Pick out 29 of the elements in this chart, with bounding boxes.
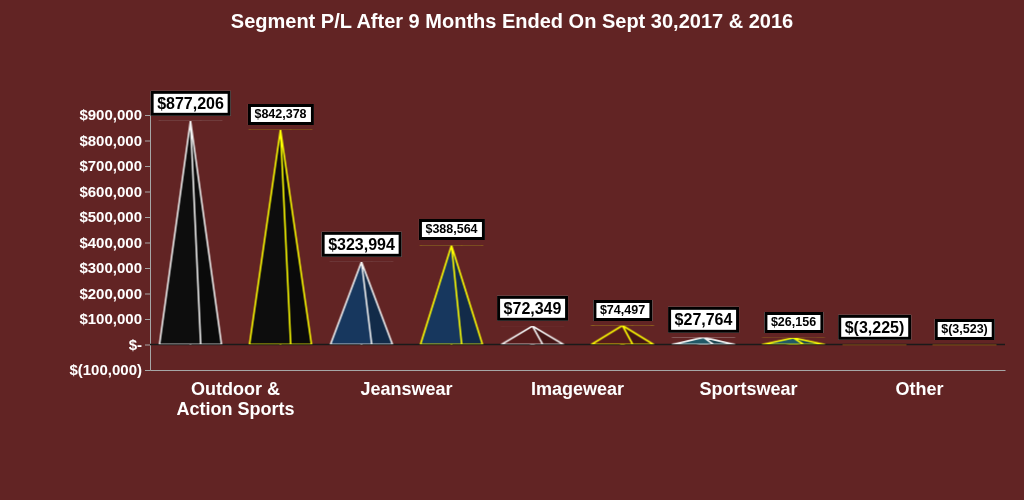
y-tick-label: $500,000 (79, 208, 142, 226)
x-tick-label: Imagewear (530, 378, 625, 399)
data-label: $323,994 (321, 231, 402, 257)
y-tick-label: $(100,000) (69, 361, 142, 379)
x-tick-label: Jeanswear (360, 378, 453, 399)
data-label: $842,378 (247, 103, 314, 125)
chart-title: Segment P/L After 9 Months Ended On Sept 30,2017 & 2016 (230, 10, 794, 32)
data-label: $(3,523) (934, 318, 995, 340)
data-label: $74,497 (592, 299, 653, 321)
data-label: $72,349 (496, 295, 569, 322)
data-label: $(3,225) (837, 314, 912, 340)
y-tick-label: $- (128, 335, 142, 353)
data-label: $877,206 (150, 90, 231, 116)
bar (761, 337, 826, 345)
y-tick-label: $300,000 (79, 259, 142, 277)
x-tick-label: Other (895, 378, 944, 399)
bar (671, 337, 736, 345)
y-tick-label: $200,000 (79, 284, 142, 302)
data-label: $388,564 (418, 219, 485, 241)
y-tick-label: $700,000 (79, 157, 142, 175)
y-tick-label: $800,000 (79, 131, 142, 149)
y-tick-label: $400,000 (79, 233, 142, 251)
y-tick-label: $600,000 (79, 182, 142, 200)
y-tick-label: $900,000 (79, 106, 142, 124)
data-label: $27,764 (667, 307, 740, 333)
x-tick-label: Outdoor & Action Sports (176, 378, 295, 420)
x-tick-label: Sportswear (699, 378, 798, 399)
data-label: $26,156 (763, 311, 824, 333)
y-tick-label: $100,000 (79, 310, 142, 328)
